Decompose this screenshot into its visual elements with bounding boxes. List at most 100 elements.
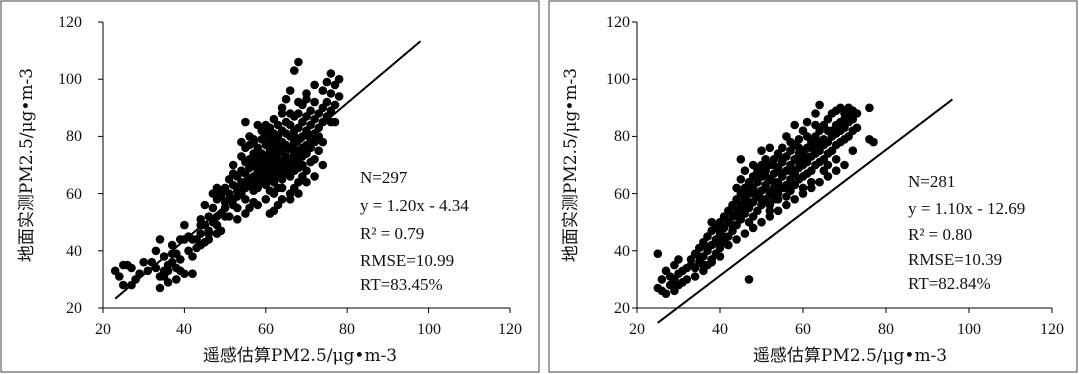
left-data-point <box>265 209 275 218</box>
left-x-tick-label: 60 <box>258 321 274 338</box>
right-data-point <box>769 160 779 170</box>
right-data-point <box>815 137 824 147</box>
left-data-point <box>273 149 283 158</box>
right-data-point <box>848 106 858 115</box>
right-data-point <box>740 166 750 175</box>
right-stat-rmse: RMSE=10.39 <box>908 250 1002 269</box>
right-data-point <box>869 137 878 147</box>
left-data-point <box>237 137 246 147</box>
right-data-point <box>686 260 696 270</box>
left-y-tick-label: 60 <box>66 186 82 203</box>
right-data-point <box>736 175 746 184</box>
left-data-point <box>306 157 315 167</box>
left-data-point <box>220 212 230 221</box>
right-data-point <box>840 160 849 170</box>
right-data-point <box>695 252 704 261</box>
left-data-point <box>322 97 332 107</box>
right-data-point <box>732 212 741 221</box>
right-x-axis-title: 遥感估算PM2.5/μg•m-3 <box>753 346 947 366</box>
left-data-point <box>176 255 185 264</box>
left-y-tick-label: 100 <box>58 71 82 88</box>
left-data-point <box>212 183 222 193</box>
left-stat-n: N=297 <box>360 168 408 187</box>
right-data-point <box>653 249 663 258</box>
left-data-point <box>326 117 336 127</box>
right-data-point <box>748 223 758 233</box>
right-data-point <box>815 100 824 110</box>
right-data-point <box>744 275 754 284</box>
right-data-point <box>823 126 833 135</box>
left-regression-line <box>114 40 422 300</box>
right-y-axis-title: 地面实测PM2.5/μg•m-3 <box>561 68 581 262</box>
left-data-point <box>261 195 271 204</box>
right-data-point <box>711 237 721 247</box>
left-data-point <box>306 132 315 141</box>
right-data-point <box>790 120 799 130</box>
left-data-point <box>241 177 250 187</box>
left-y-axis-title: 地面实测PM2.5/μg•m-3 <box>17 68 37 262</box>
left-data-point <box>241 117 250 127</box>
right-stat-equation: y = 1.10x - 12.69 <box>908 199 1025 218</box>
left-stat-rt: RT=83.45% <box>360 275 443 294</box>
right-data-point <box>823 172 833 181</box>
left-data-point <box>334 92 344 101</box>
right-data-point <box>769 177 779 187</box>
left-data-point <box>212 220 222 230</box>
right-data-point <box>811 120 820 130</box>
left-y-tick-label: 80 <box>66 128 82 145</box>
right-data-point <box>778 143 787 153</box>
right-data-point <box>811 109 820 118</box>
left-data-point <box>302 89 311 98</box>
right-data-point <box>815 177 824 187</box>
left-x-tick-label: 40 <box>176 321 192 338</box>
right-y-tick-label: 80 <box>614 128 630 145</box>
left-data-point <box>245 140 254 150</box>
left-x-tick-label: 100 <box>417 321 441 338</box>
right-data-point <box>773 195 783 204</box>
left-data-point <box>261 120 271 130</box>
right-y-tick-label: 120 <box>606 14 630 31</box>
left-data-point <box>281 94 291 104</box>
right-data-point <box>740 203 750 213</box>
right-data-point <box>798 155 808 164</box>
right-data-point <box>807 143 816 153</box>
left-data-point <box>119 280 128 290</box>
left-data-point <box>277 109 287 118</box>
right-data-point <box>715 252 725 261</box>
right-data-point <box>670 275 679 284</box>
left-x-tick-label: 20 <box>95 321 111 338</box>
right-data-point <box>724 240 733 250</box>
right-scatter-chart: 20 40 60 80 100 120 20 40 60 80 100 120 … <box>561 14 1064 366</box>
left-data-point <box>216 192 226 201</box>
right-data-point <box>661 289 671 299</box>
left-data-point <box>253 155 262 164</box>
left-data-point <box>326 69 336 78</box>
right-data-point <box>765 206 775 216</box>
right-data-point <box>778 169 787 178</box>
left-data-point <box>330 100 340 110</box>
left-data-point <box>326 89 336 98</box>
left-data-point <box>188 269 197 279</box>
right-data-point <box>690 272 700 281</box>
left-data-point <box>290 132 299 141</box>
left-data-point <box>228 160 238 170</box>
right-data-point <box>790 166 799 175</box>
left-data-point <box>163 266 173 276</box>
right-data-point <box>802 132 812 141</box>
left-data-point <box>314 146 324 155</box>
left-data-point <box>200 200 210 210</box>
right-data-point <box>719 232 729 241</box>
left-data-point <box>318 86 328 95</box>
left-data-point <box>167 240 177 250</box>
left-data-point <box>285 195 295 204</box>
left-data-point <box>285 86 295 95</box>
right-data-point <box>765 143 775 153</box>
left-data-point <box>188 252 197 261</box>
left-x-tick-label: 80 <box>339 321 355 338</box>
left-x-axis-title: 遥感估算PM2.5/μg•m-3 <box>203 346 397 366</box>
right-y-tick-label: 40 <box>614 243 630 260</box>
left-data-point <box>334 74 344 84</box>
left-data-point <box>269 137 279 147</box>
right-tick-marks <box>632 21 1053 313</box>
